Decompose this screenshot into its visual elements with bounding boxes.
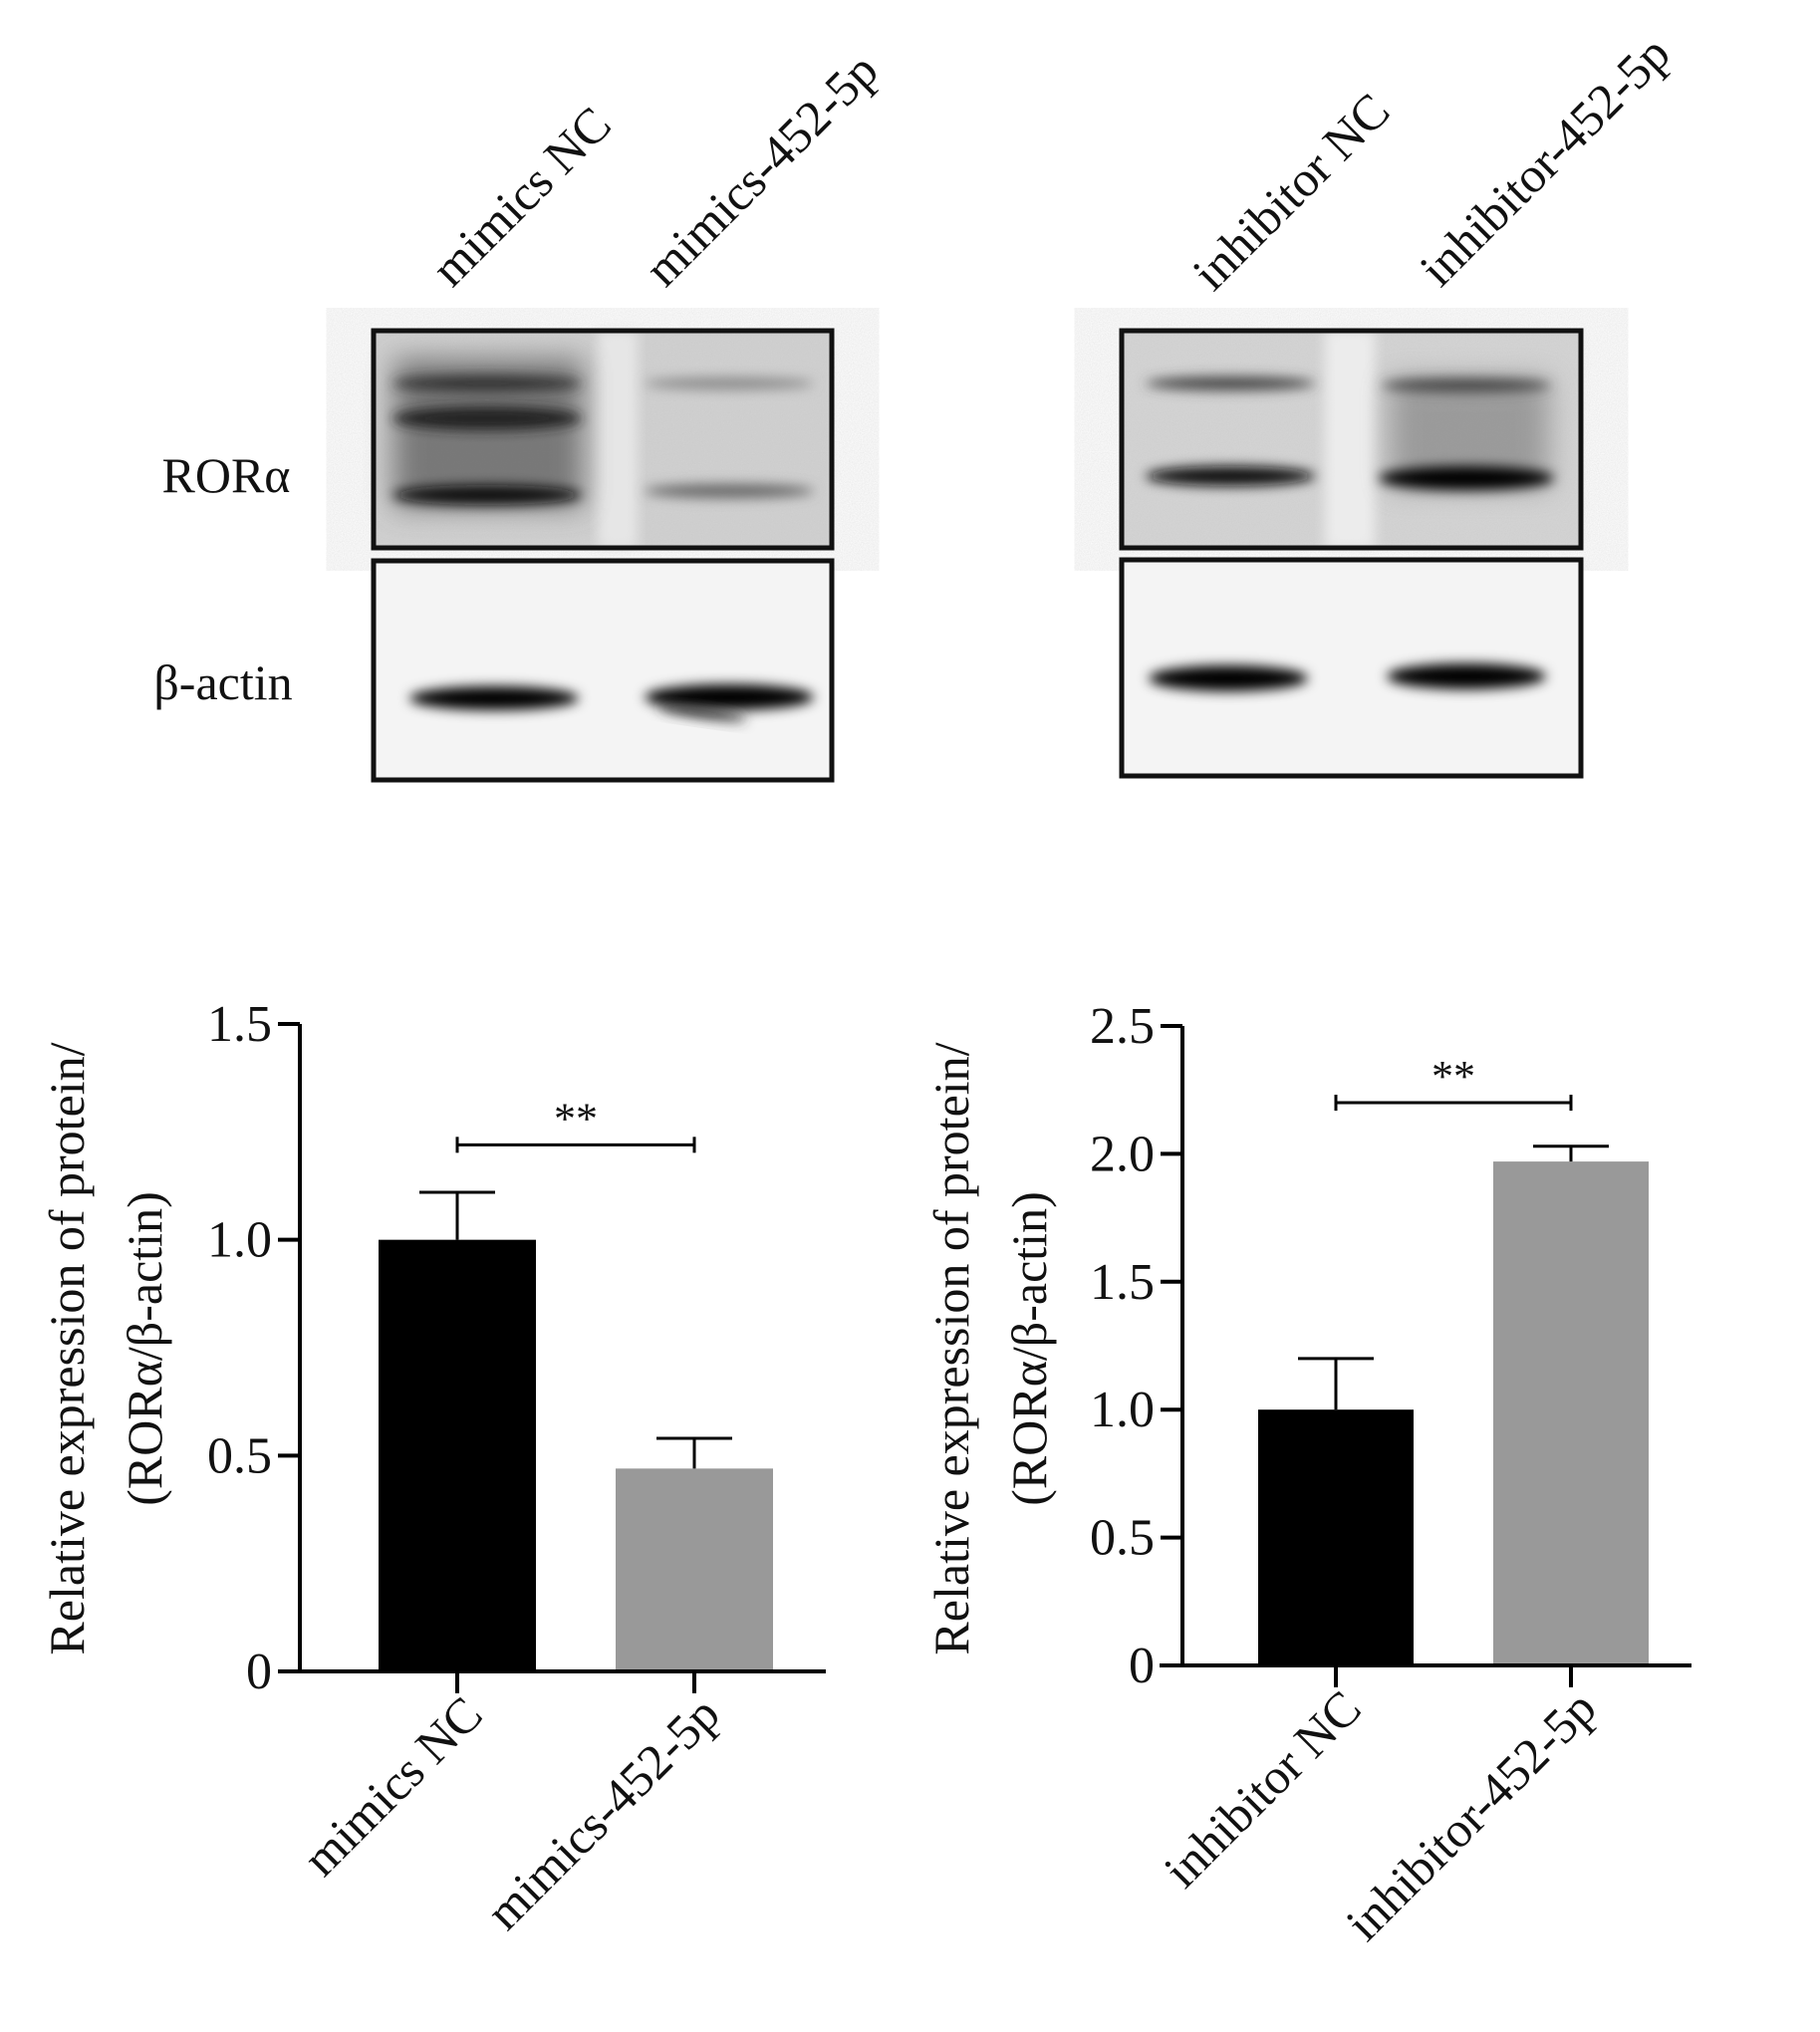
bar xyxy=(616,1468,773,1671)
significance-label: ** xyxy=(1431,1052,1475,1101)
y-tick-label: 0.5 xyxy=(1090,1510,1155,1567)
bar xyxy=(379,1239,536,1671)
y-tick-label: 0.5 xyxy=(207,1427,272,1484)
blot-actin-right xyxy=(1119,557,1584,779)
y-tick-label: 2.0 xyxy=(1090,1126,1155,1182)
bar xyxy=(1493,1161,1649,1665)
row-label-actin: β-actin xyxy=(153,654,292,710)
western-blot-right: inhibitor NC inhibitor-452-5p xyxy=(1119,25,1681,779)
x-tick-label: mimics NC xyxy=(292,1685,493,1887)
y-tick-label: 1.5 xyxy=(207,996,272,1053)
y-axis-label: (RORα/β-actin) xyxy=(117,1191,172,1505)
y-tick-label: 1.5 xyxy=(1090,1254,1155,1311)
lane-label: mimics-452-5p xyxy=(634,42,889,297)
y-tick-label: 1.0 xyxy=(207,1212,272,1269)
y-axis-label: Relative expression of protein/ xyxy=(923,1042,979,1654)
lane-label: inhibitor-452-5p xyxy=(1409,25,1681,297)
y-tick-label: 0 xyxy=(246,1644,272,1700)
x-tick-label: mimics-452-5p xyxy=(475,1685,730,1940)
y-axis-label: (RORα/β-actin) xyxy=(1001,1191,1057,1505)
y-tick-label: 2.5 xyxy=(1090,998,1155,1055)
bar xyxy=(1258,1409,1414,1665)
lane-label: mimics NC xyxy=(420,96,622,297)
western-blot-left: mimics NC mimics-452-5p RORα β-actin xyxy=(153,42,889,783)
x-tick-label: inhibitor NC xyxy=(1153,1679,1371,1898)
row-label-rora: RORα xyxy=(161,447,290,503)
blot-rora-left xyxy=(371,328,835,551)
significance-label: ** xyxy=(554,1094,598,1143)
y-axis-label: Relative expression of protein/ xyxy=(39,1042,95,1654)
x-tick-label: inhibitor-452-5p xyxy=(1335,1679,1607,1951)
blot-rora-right xyxy=(1119,328,1584,551)
blot-actin-left xyxy=(371,558,835,783)
y-tick-label: 0 xyxy=(1129,1638,1155,1694)
y-tick-label: 1.0 xyxy=(1090,1382,1155,1438)
lane-label: inhibitor NC xyxy=(1181,82,1400,300)
